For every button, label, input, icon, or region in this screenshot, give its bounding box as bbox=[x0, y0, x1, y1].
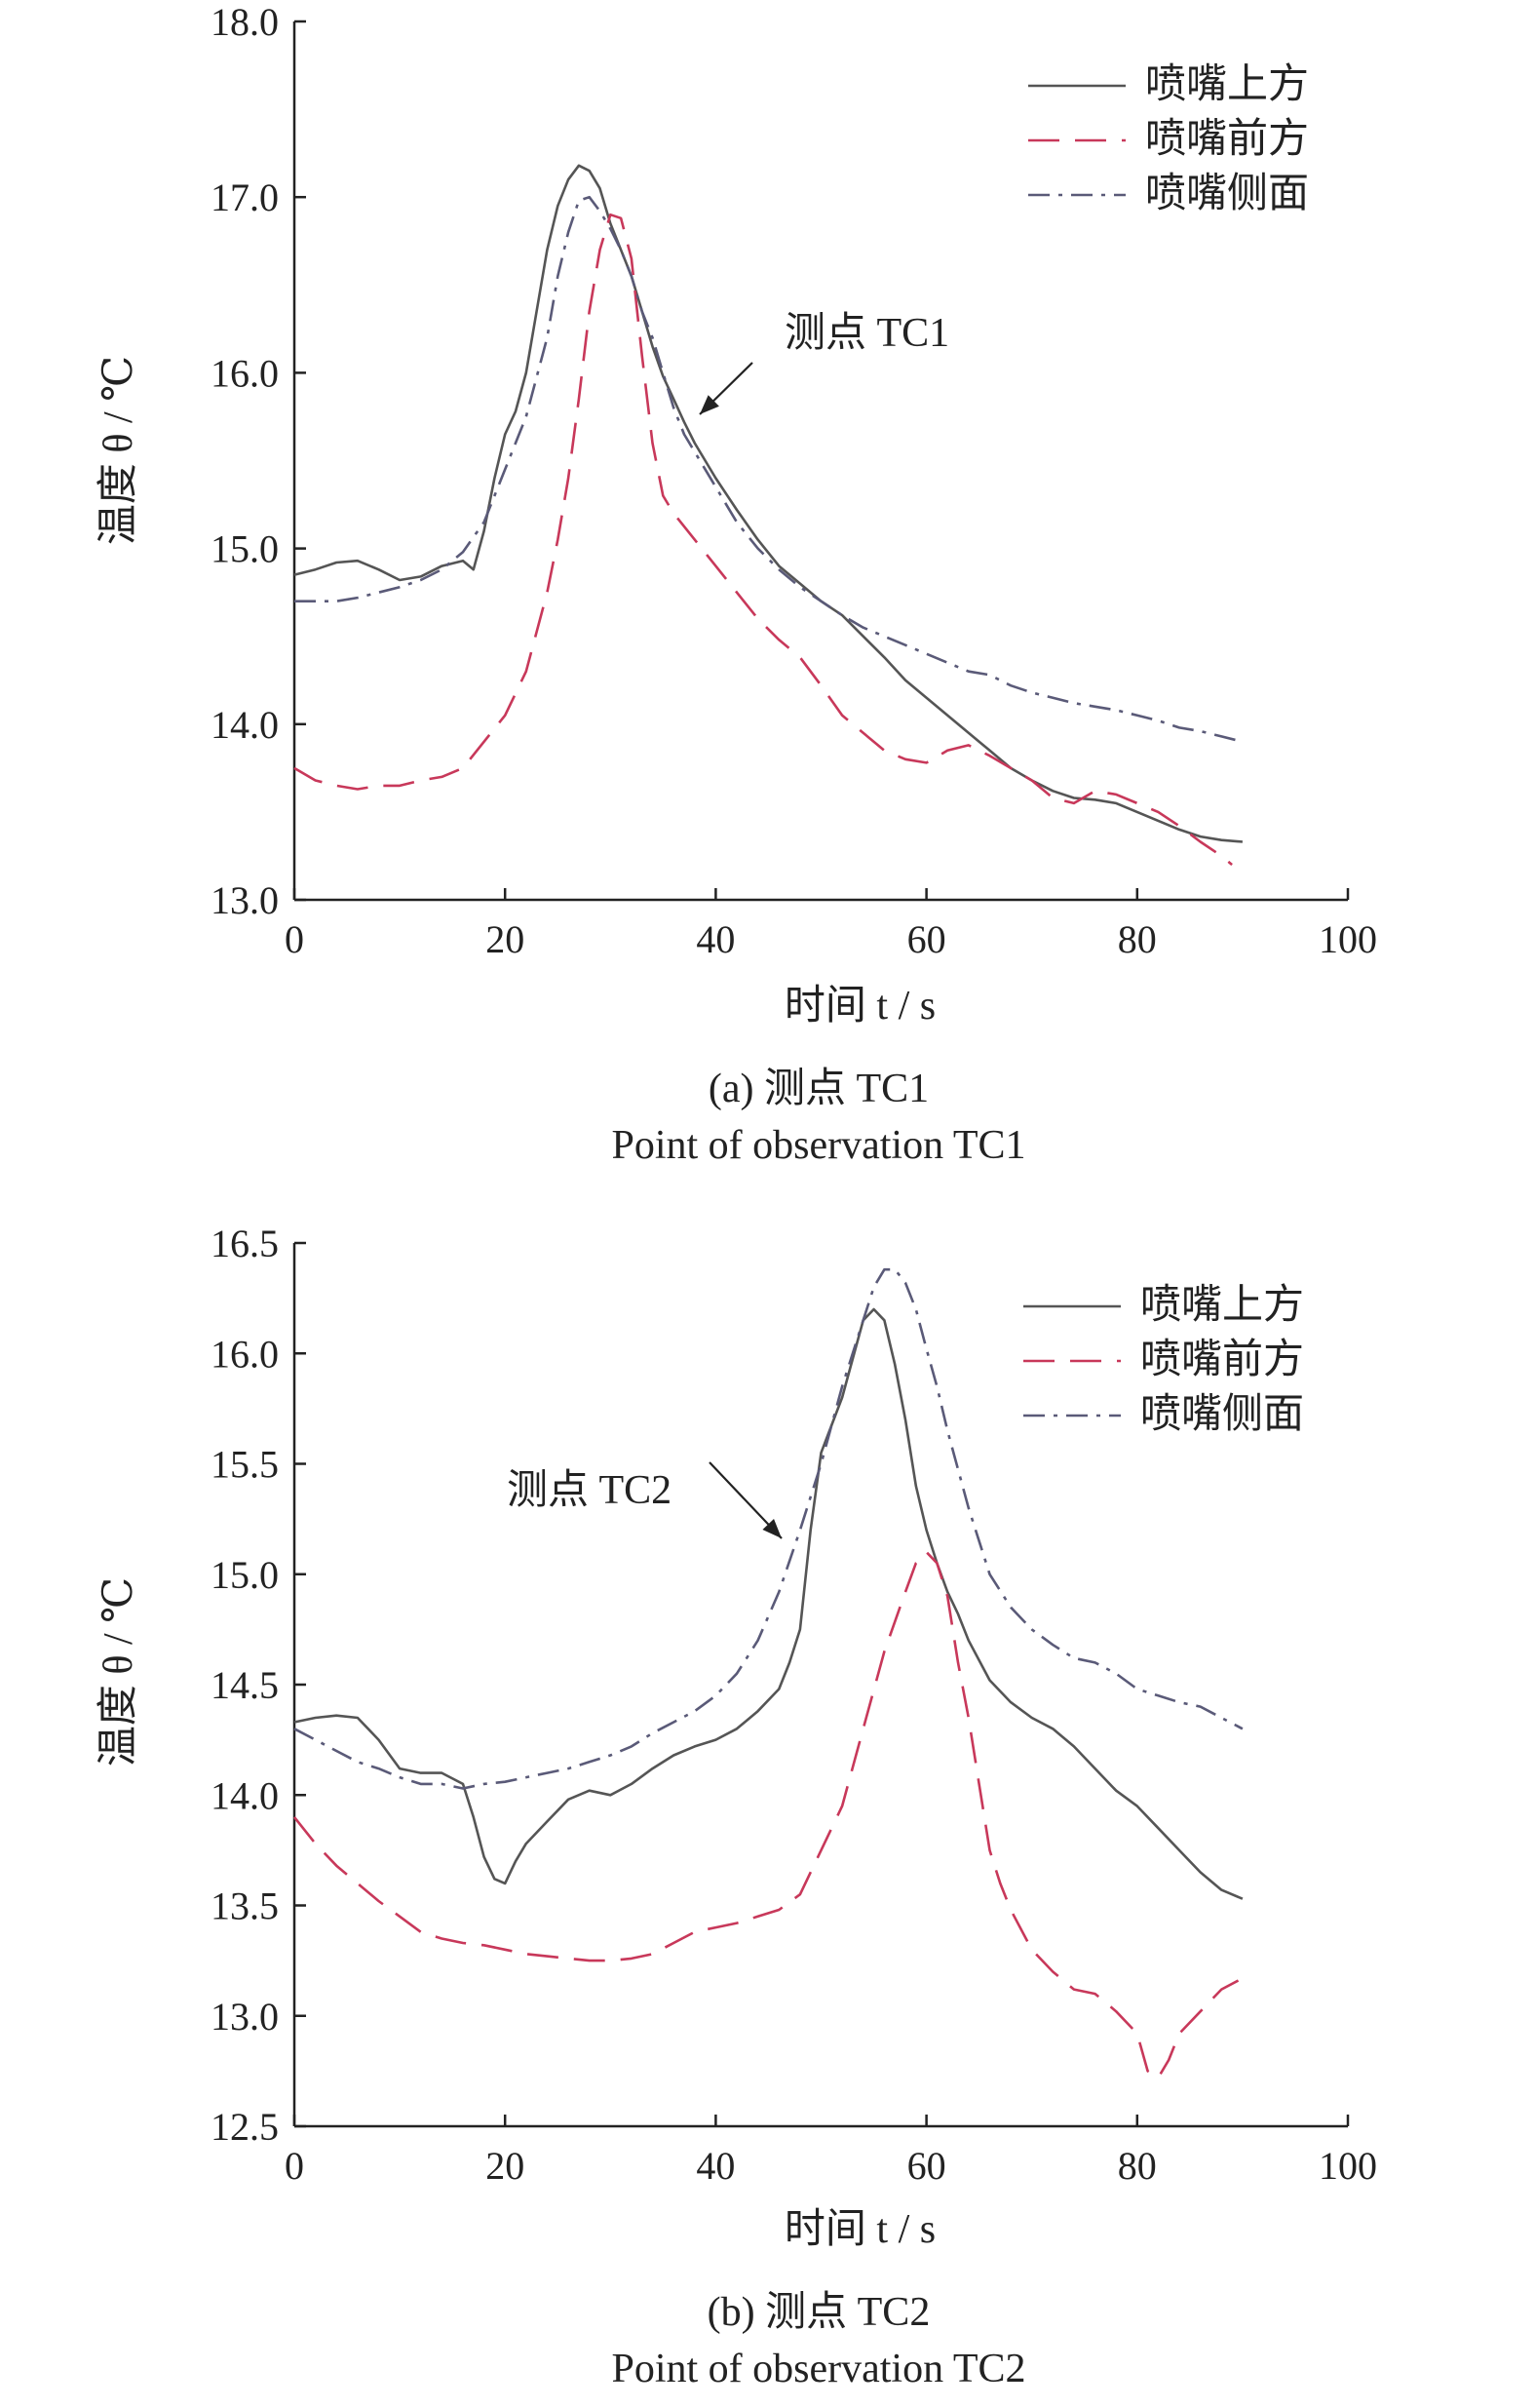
series-line-1 bbox=[293, 164, 1244, 843]
legend-label: 喷嘴侧面 bbox=[1145, 172, 1309, 216]
x-tick-label: 80 bbox=[1118, 917, 1157, 961]
y-tick-label: 13.5 bbox=[211, 1884, 279, 1928]
y-axis-label: 温度 θ / ℃ bbox=[96, 356, 141, 545]
y-tick-label: 15.0 bbox=[211, 1553, 279, 1597]
annotation-label: 测点 TC2 bbox=[507, 1468, 672, 1513]
caption-en: Point of observation TC1 bbox=[611, 1123, 1025, 1168]
x-tick-label: 80 bbox=[1118, 2144, 1157, 2188]
x-tick-label: 60 bbox=[907, 2144, 946, 2188]
series-line-2 bbox=[292, 1550, 1244, 2079]
y-tick-label: 14.0 bbox=[211, 1773, 279, 1817]
x-tick-label: 20 bbox=[485, 917, 524, 961]
chart-panel-1: 0 20 40 60 80 100 13.0 14.0 15.0 16.0 17.0 18.0 时间 t… bbox=[96, 0, 1377, 1168]
chart-panel-2: 0 20 40 60 80 100 12.5 13.0 13.5 14.0 14.5 15.0 15.5… bbox=[96, 1222, 1377, 2391]
y-tick-label: 16.0 bbox=[211, 351, 279, 395]
series-line-3 bbox=[294, 195, 1244, 744]
x-tick-label: 100 bbox=[1319, 2144, 1377, 2188]
y-tick-label: 17.0 bbox=[211, 175, 279, 219]
x-axis-label: 时间 t / s bbox=[785, 2207, 936, 2252]
legend-label: 喷嘴前方 bbox=[1140, 1338, 1304, 1382]
series-line-2 bbox=[293, 213, 1233, 866]
y-tick-label: 13.0 bbox=[211, 878, 279, 922]
series-line-1 bbox=[293, 1307, 1244, 1900]
series-line-3 bbox=[293, 1267, 1244, 1790]
annotation-arrowhead bbox=[700, 395, 719, 414]
y-tick-label: 14.5 bbox=[211, 1663, 279, 1707]
x-axis-label: 时间 t / s bbox=[785, 984, 936, 1029]
annotation-arrowhead bbox=[762, 1518, 782, 1538]
x-tick-label: 0 bbox=[285, 917, 304, 961]
y-tick-label: 18.0 bbox=[211, 0, 279, 44]
caption-en: Point of observation TC2 bbox=[611, 2347, 1025, 2391]
caption-cn: (b) 测点 TC2 bbox=[708, 2290, 931, 2335]
legend-label: 喷嘴上方 bbox=[1140, 1283, 1304, 1328]
y-tick-label: 16.5 bbox=[211, 1222, 279, 1265]
x-tick-label: 100 bbox=[1319, 917, 1377, 961]
x-tick-label: 60 bbox=[907, 917, 946, 961]
x-tick-label: 40 bbox=[696, 2144, 735, 2188]
legend-label: 喷嘴侧面 bbox=[1140, 1392, 1304, 1437]
legend-label: 喷嘴前方 bbox=[1145, 117, 1309, 162]
y-tick-label: 15.5 bbox=[211, 1443, 279, 1487]
x-tick-label: 20 bbox=[485, 2144, 524, 2188]
x-tick-label: 0 bbox=[285, 2144, 304, 2188]
x-tick-label: 40 bbox=[696, 917, 735, 961]
legend-label: 喷嘴上方 bbox=[1145, 62, 1309, 107]
y-tick-label: 14.0 bbox=[211, 703, 279, 747]
y-tick-label: 13.0 bbox=[211, 1995, 279, 2039]
y-tick-label: 16.0 bbox=[211, 1332, 279, 1376]
y-tick-label: 15.0 bbox=[211, 527, 279, 571]
annotation-label: 测点 TC1 bbox=[785, 311, 949, 356]
caption-cn: (a) 测点 TC1 bbox=[709, 1067, 929, 1111]
y-tick-label: 12.5 bbox=[211, 2105, 279, 2149]
y-axis-label: 温度 θ / ℃ bbox=[96, 1577, 141, 1767]
